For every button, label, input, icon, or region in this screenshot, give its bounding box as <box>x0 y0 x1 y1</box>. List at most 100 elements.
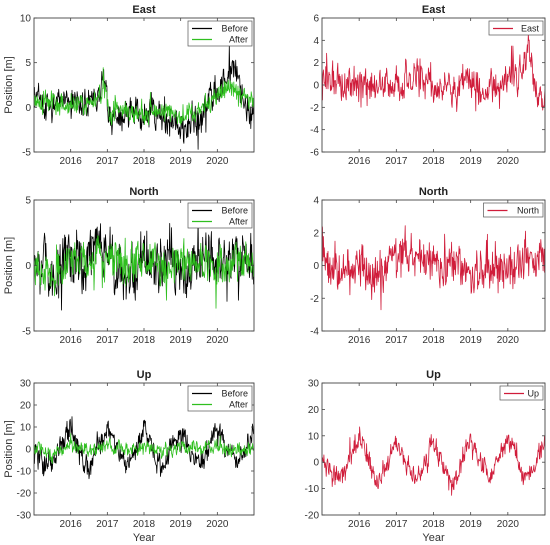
y-tick-label: -6 <box>310 148 319 159</box>
y-tick-label: 0 <box>313 458 319 469</box>
x-tick-label: 2016 <box>348 156 371 167</box>
chart-title: North <box>129 186 159 198</box>
legend-box <box>488 20 544 36</box>
y-tick-label: 5 <box>25 58 31 69</box>
series-line-after <box>34 67 254 126</box>
x-tick-label: 2016 <box>60 156 83 167</box>
y-tick-label: 5 <box>25 196 31 207</box>
legend-box <box>187 202 253 229</box>
y-tick-label: -5 <box>22 148 31 159</box>
legend-box <box>187 385 253 412</box>
chart-title: East <box>132 4 156 16</box>
plot-frame <box>321 17 546 153</box>
y-tick-label: 30 <box>308 379 320 390</box>
legend-label-before: Before <box>221 389 248 399</box>
legend-label-before: Before <box>221 206 248 216</box>
x-tick-label: 2017 <box>385 335 408 346</box>
y-tick-label: 0 <box>313 81 319 92</box>
x-axis-label: Year <box>422 532 445 544</box>
x-tick-label: 2019 <box>460 335 483 346</box>
y-tick-label: 0 <box>25 261 31 272</box>
x-tick-label: 2018 <box>133 519 156 530</box>
y-tick-label: -2 <box>310 103 319 114</box>
legend: Up <box>499 385 544 401</box>
y-tick-label: 6 <box>313 14 319 25</box>
x-tick-label: 2017 <box>385 519 408 530</box>
legend-label-north: North <box>517 206 539 216</box>
legend-box <box>187 20 253 47</box>
y-axis-label: Position [m] <box>3 56 15 113</box>
legend-label-up: Up <box>527 389 539 399</box>
series-line-north <box>322 225 545 311</box>
x-tick-label: 2016 <box>60 335 83 346</box>
x-tick-label: 2019 <box>460 519 483 530</box>
series-line-before <box>34 416 254 480</box>
y-tick-label: 10 <box>20 14 32 25</box>
series-line-east <box>322 32 545 112</box>
y-tick-label: -20 <box>305 511 320 522</box>
legend-label-after: After <box>229 400 248 410</box>
x-tick-label: 2018 <box>133 156 156 167</box>
x-tick-label: 2020 <box>497 519 520 530</box>
y-tick-label: 0 <box>313 261 319 272</box>
x-tick-label: 2017 <box>96 335 119 346</box>
chart-title: North <box>419 186 449 198</box>
x-tick-label: 2019 <box>170 519 193 530</box>
y-tick-label: 4 <box>313 36 319 47</box>
legend-label-before: Before <box>221 24 248 34</box>
y-tick-label: -30 <box>17 511 32 522</box>
x-tick-label: 2020 <box>497 156 520 167</box>
chart-title: East <box>422 4 446 16</box>
y-tick-label: 0 <box>25 103 31 114</box>
y-tick-label: -2 <box>310 294 319 305</box>
x-tick-label: 2018 <box>422 335 445 346</box>
x-tick-label: 2018 <box>422 519 445 530</box>
y-tick-label: 20 <box>308 405 320 416</box>
chart-title: Up <box>137 369 152 381</box>
x-tick-label: 2016 <box>60 519 83 530</box>
series-line-after <box>34 235 254 309</box>
chart-panel-up-compare: Up -30 -20 -10 0 10 20 30 2016 2017 2018 2019 2020 Po… <box>3 369 255 544</box>
y-axis-label: Position [m] <box>3 237 15 294</box>
chart-panel-north-single: North -4 -2 0 2 4 2016 2017 2018 2019 2020 North <box>310 186 546 346</box>
x-tick-label: 2019 <box>460 156 483 167</box>
x-tick-label: 2017 <box>96 156 119 167</box>
x-tick-label: 2018 <box>133 335 156 346</box>
y-tick-label: -10 <box>305 484 320 495</box>
chart-panel-up-single: Up -20 -10 0 10 20 30 2016 2017 2018 2019 2020 Year U… <box>305 369 546 544</box>
y-tick-label: 20 <box>20 401 32 412</box>
y-tick-label: 10 <box>308 431 320 442</box>
x-tick-label: 2020 <box>206 335 229 346</box>
x-tick-label: 2017 <box>96 519 119 530</box>
y-tick-label: 10 <box>20 423 32 434</box>
legend-label-after: After <box>229 217 248 227</box>
x-tick-label: 2016 <box>348 519 371 530</box>
legend-label-east: East <box>521 24 540 34</box>
chart-panel-east-compare: East -5 0 5 10 2016 2017 2018 2019 2020 Position [… <box>3 4 255 167</box>
x-tick-label: 2020 <box>206 156 229 167</box>
y-tick-label: -4 <box>310 125 319 136</box>
x-tick-label: 2016 <box>348 335 371 346</box>
y-tick-label: 4 <box>313 196 319 207</box>
y-tick-label: 30 <box>20 379 32 390</box>
y-tick-label: -5 <box>22 327 31 338</box>
y-tick-label: 2 <box>313 228 319 239</box>
series-line-up <box>322 426 545 496</box>
y-tick-label: -4 <box>310 327 319 338</box>
y-tick-label: -20 <box>17 489 32 500</box>
legend-box <box>483 202 544 218</box>
x-tick-label: 2020 <box>497 335 520 346</box>
chart-title: Up <box>426 369 441 381</box>
y-tick-label: 0 <box>25 445 31 456</box>
x-axis-label: Year <box>133 532 156 544</box>
y-axis-label: Position [m] <box>3 420 15 477</box>
x-tick-label: 2020 <box>206 519 229 530</box>
x-tick-label: 2019 <box>170 335 193 346</box>
y-tick-label: 2 <box>313 58 319 69</box>
y-tick-label: -10 <box>17 467 32 478</box>
x-tick-label: 2018 <box>422 156 445 167</box>
